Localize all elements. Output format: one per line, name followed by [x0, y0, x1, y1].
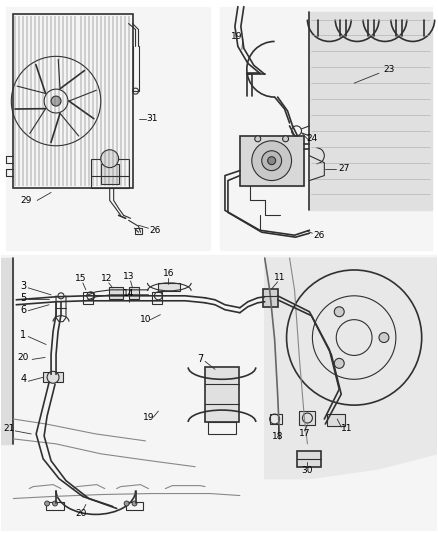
Bar: [205, 367, 239, 422]
Circle shape: [53, 501, 57, 506]
Bar: [263, 292, 275, 306]
Bar: [43, 373, 63, 382]
Bar: [129, 287, 138, 299]
Text: 26: 26: [314, 231, 325, 240]
Bar: [208, 422, 236, 434]
Polygon shape: [309, 12, 431, 211]
Bar: [109, 287, 123, 299]
Text: 20: 20: [18, 353, 29, 362]
Text: 3: 3: [20, 281, 26, 291]
Circle shape: [379, 333, 389, 343]
Text: 19: 19: [231, 32, 243, 41]
Circle shape: [334, 307, 344, 317]
Text: 20: 20: [75, 509, 87, 518]
Polygon shape: [240, 136, 304, 185]
Circle shape: [47, 372, 59, 383]
Bar: [300, 411, 315, 425]
Text: 31: 31: [147, 115, 158, 124]
Text: 11: 11: [274, 273, 286, 282]
Bar: [263, 289, 278, 307]
Circle shape: [51, 96, 61, 106]
Circle shape: [252, 141, 292, 181]
Bar: [126, 503, 144, 511]
Bar: [13, 14, 133, 188]
Bar: [101, 164, 119, 183]
Text: 26: 26: [150, 226, 161, 235]
Polygon shape: [7, 6, 210, 250]
Circle shape: [262, 151, 282, 171]
Circle shape: [101, 150, 119, 168]
Text: 18: 18: [272, 432, 283, 441]
Text: 19: 19: [143, 413, 154, 422]
Text: 30: 30: [302, 466, 313, 475]
Bar: [327, 414, 345, 426]
Text: 12: 12: [101, 274, 113, 284]
Text: 29: 29: [21, 196, 32, 205]
Text: 27: 27: [339, 164, 350, 173]
Bar: [159, 283, 180, 291]
Bar: [297, 451, 321, 467]
Polygon shape: [220, 6, 431, 250]
Text: 6: 6: [20, 305, 26, 314]
Text: 4: 4: [20, 374, 26, 384]
Text: 10: 10: [140, 315, 151, 324]
Circle shape: [334, 358, 344, 368]
Text: 17: 17: [299, 430, 310, 439]
Circle shape: [132, 501, 137, 506]
Polygon shape: [1, 255, 437, 531]
Text: 5: 5: [20, 293, 26, 303]
Circle shape: [255, 136, 261, 142]
Text: 7: 7: [197, 354, 203, 365]
Text: 11: 11: [342, 424, 353, 433]
Text: 13: 13: [123, 272, 134, 281]
Bar: [46, 503, 64, 511]
Text: 24: 24: [307, 134, 318, 143]
Bar: [240, 136, 304, 185]
Text: 23: 23: [383, 64, 395, 74]
Circle shape: [268, 157, 276, 165]
Bar: [83, 292, 93, 304]
Text: 14: 14: [123, 289, 134, 298]
Bar: [270, 414, 282, 424]
Circle shape: [283, 136, 289, 142]
Text: 21: 21: [4, 424, 15, 433]
Text: 15: 15: [75, 274, 87, 284]
Text: 1: 1: [20, 329, 26, 340]
Circle shape: [124, 501, 129, 506]
Bar: [134, 228, 142, 234]
Circle shape: [45, 501, 49, 506]
Bar: [91, 159, 129, 189]
Polygon shape: [1, 258, 13, 444]
Polygon shape: [265, 258, 437, 479]
Bar: [152, 292, 162, 304]
Text: 16: 16: [162, 270, 174, 278]
